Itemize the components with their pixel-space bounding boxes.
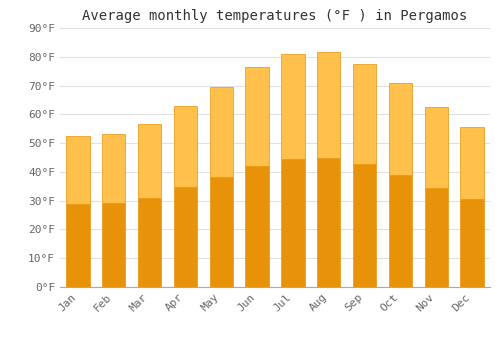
- Bar: [282, 159, 304, 287]
- Bar: [210, 177, 233, 287]
- Bar: [102, 134, 126, 203]
- Bar: [317, 52, 340, 158]
- Bar: [424, 107, 448, 188]
- Bar: [389, 83, 412, 175]
- Bar: [282, 54, 304, 159]
- Bar: [138, 197, 161, 287]
- Bar: [460, 199, 483, 287]
- Bar: [424, 188, 448, 287]
- Bar: [317, 158, 340, 287]
- Bar: [389, 175, 412, 287]
- Bar: [210, 87, 233, 177]
- Bar: [102, 203, 126, 287]
- Title: Average monthly temperatures (°F ) in Pergamos: Average monthly temperatures (°F ) in Pe…: [82, 9, 468, 23]
- Bar: [246, 166, 268, 287]
- Bar: [174, 106, 197, 187]
- Bar: [138, 124, 161, 197]
- Bar: [353, 64, 376, 164]
- Bar: [460, 127, 483, 199]
- Bar: [66, 136, 90, 204]
- Bar: [174, 187, 197, 287]
- Bar: [66, 204, 90, 287]
- Bar: [353, 164, 376, 287]
- Bar: [246, 67, 268, 166]
